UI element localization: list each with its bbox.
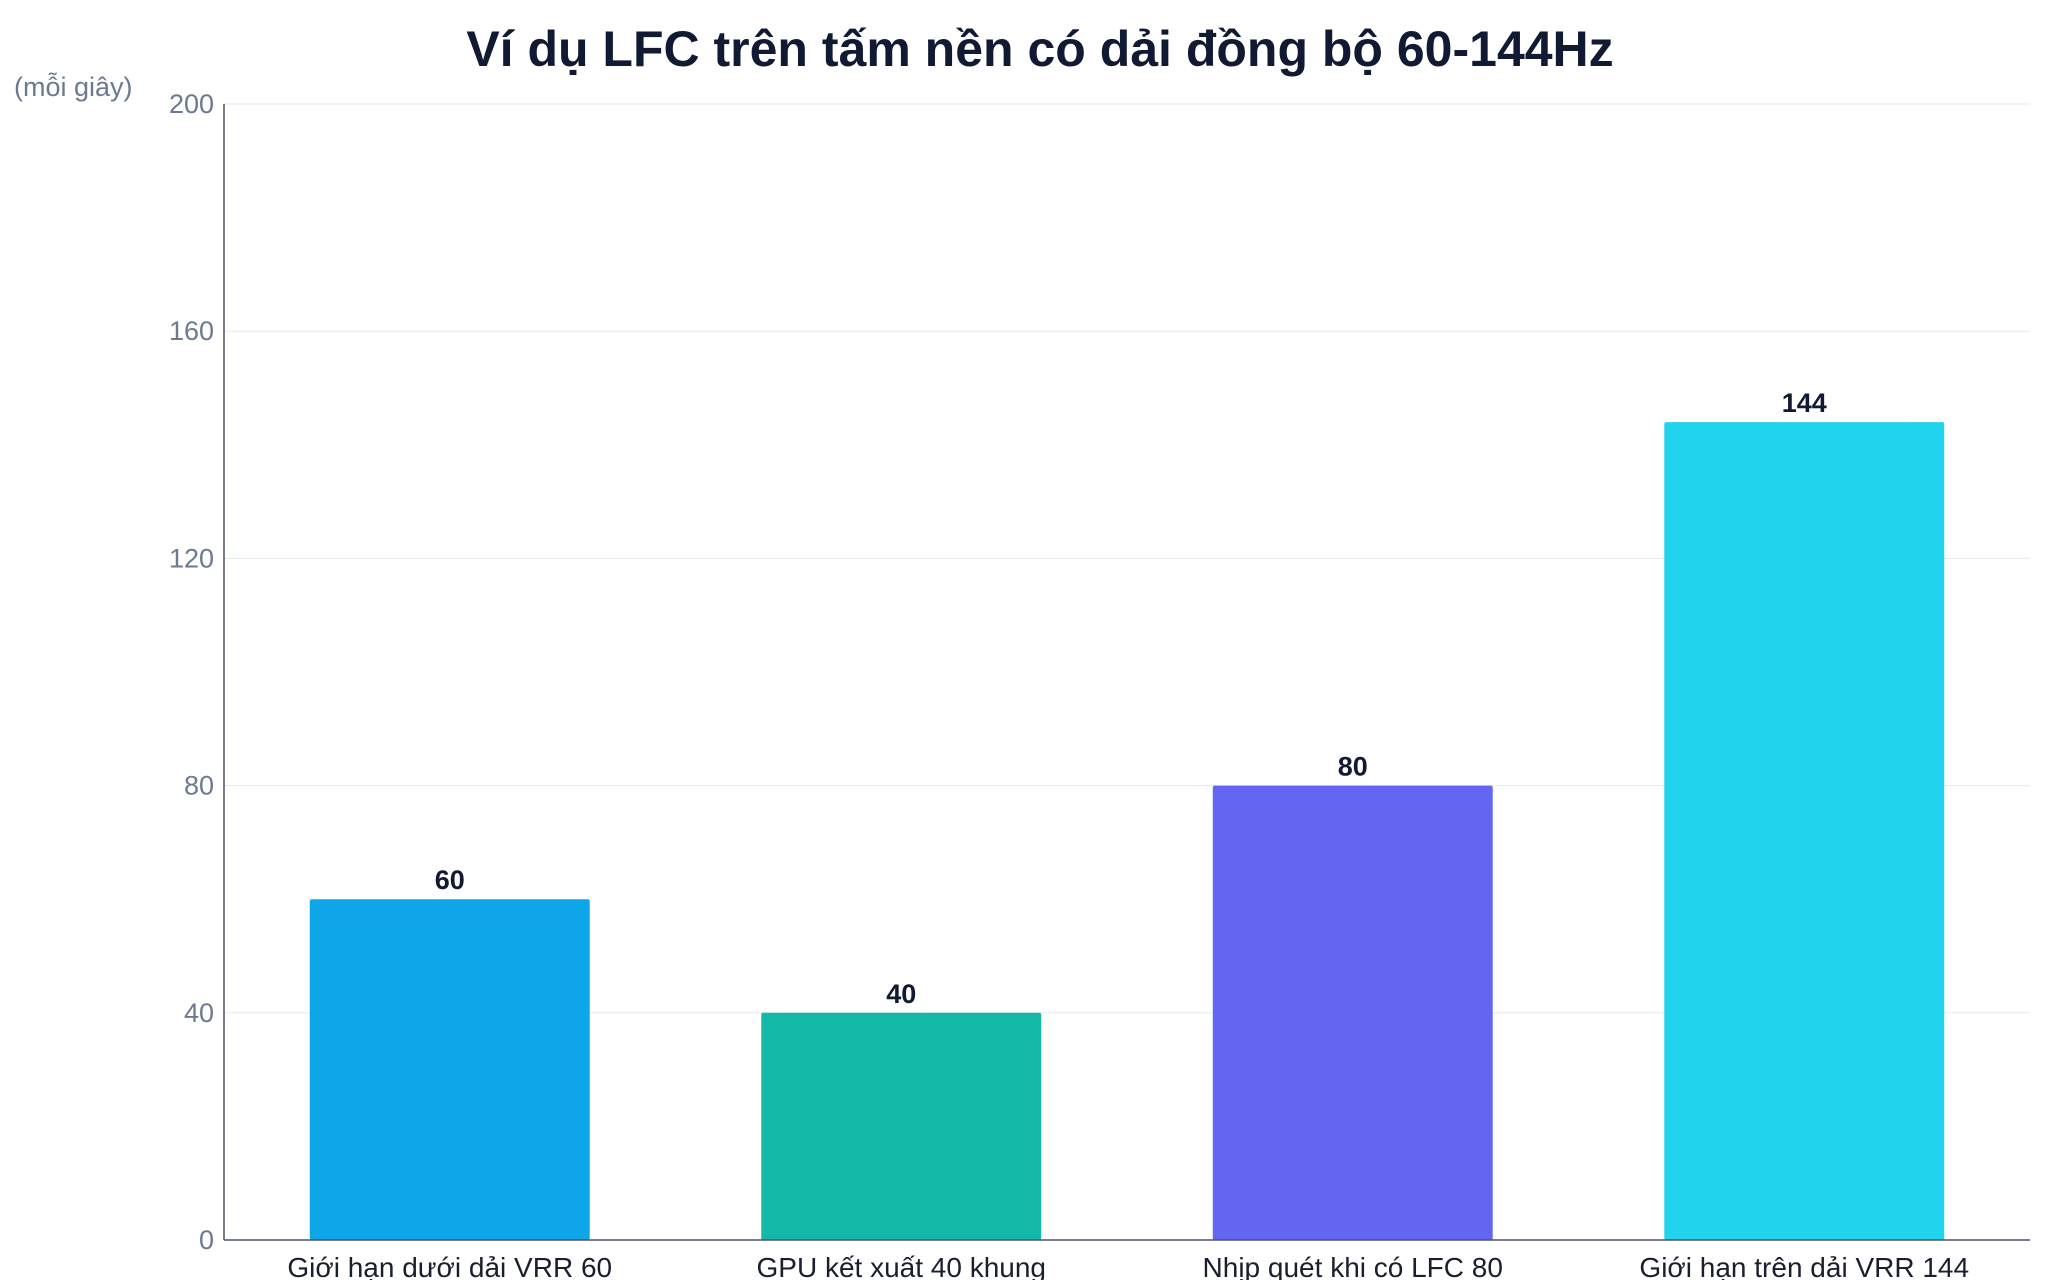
bar-value-label: 40 [886,979,916,1009]
y-tick-label: 80 [184,771,214,801]
y-axis-label: (mỗi giây) [14,71,133,102]
axes [223,104,2030,1241]
bars [309,422,1945,1241]
bar [309,899,590,1240]
y-tick-label: 200 [169,89,214,119]
y-tick-label: 40 [184,998,214,1028]
bar-value-label: 60 [435,865,465,895]
labels: 0 40 80 120 160 200 60 Giới hạn dưới dải VRR 60… [169,89,1969,1280]
x-tick-label: Giới hạn dưới dải VRR 60 [287,1252,612,1280]
y-tick-label: 160 [169,316,214,346]
bar [1212,785,1493,1240]
bar [1664,422,1945,1241]
y-tick-label: 120 [169,543,214,573]
chart-title: Ví dụ LFC trên tấm nền có dải đồng bộ 60… [466,21,1613,77]
bar [761,1012,1042,1240]
bar-value-label: 80 [1338,752,1368,782]
x-tick-label: Nhịp quét khi có LFC 80 [1203,1252,1503,1280]
bar-value-label: 144 [1782,388,1827,418]
x-tick-label: Giới hạn trên dải VRR 144 [1639,1252,1969,1280]
y-tick-label: 0 [199,1225,214,1255]
x-tick-label: GPU kết xuất 40 khung [756,1252,1046,1280]
